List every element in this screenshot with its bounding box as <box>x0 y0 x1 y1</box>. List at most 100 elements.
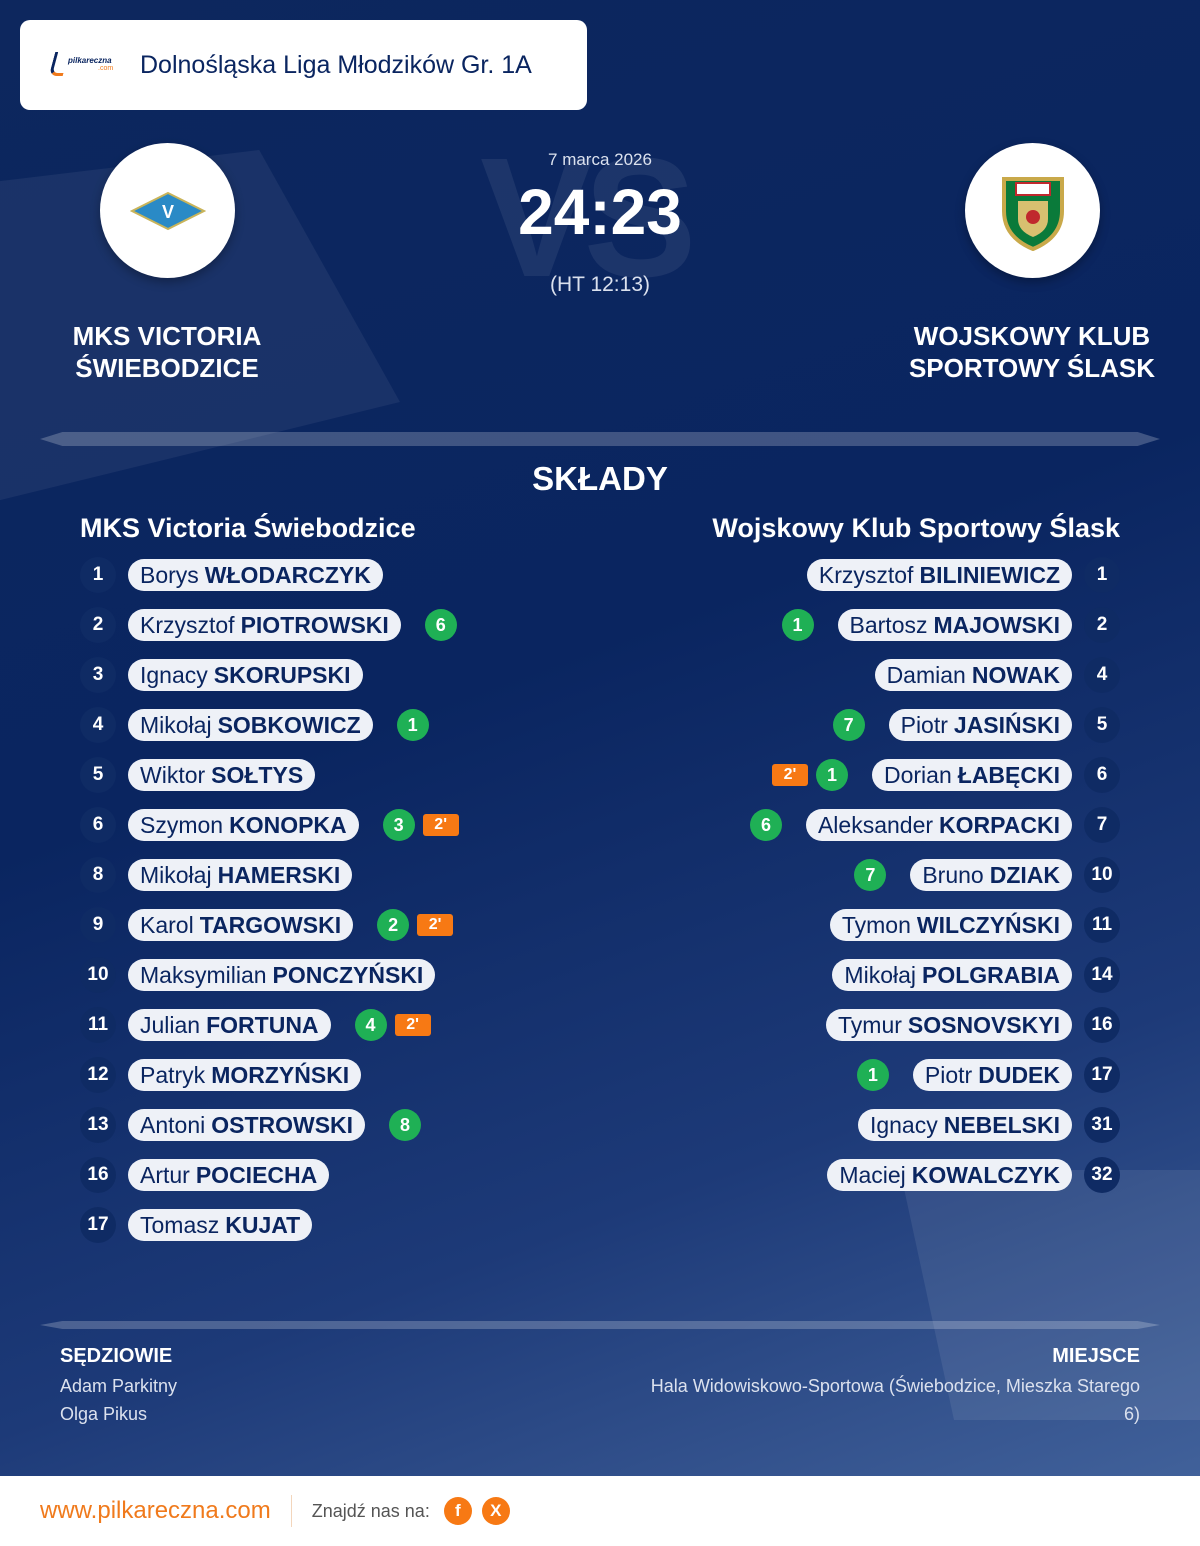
player-last-name: ŁABĘCKI <box>957 761 1060 788</box>
shirt-number: 4 <box>1084 657 1120 693</box>
shirt-number: 4 <box>80 707 116 743</box>
player-row: 11 Julian FORTUNA 4 2' <box>80 1007 443 1043</box>
league-header: pilkareczna .com Dolnośląska Liga Młodzik… <box>20 20 587 110</box>
player-first-name: Dorian <box>884 761 952 788</box>
player-stats: 1 <box>781 609 814 641</box>
player-first-name: Mikołaj <box>140 861 212 888</box>
player-row: 12 Patryk MORZYŃSKI <box>80 1057 362 1093</box>
player-last-name: DZIAK <box>989 861 1060 888</box>
shirt-number: 12 <box>80 1057 116 1093</box>
home-team-name: MKS VICTORIA ŚWIEBODZICE <box>72 321 262 383</box>
halftime-score: (HT 12:13) <box>550 273 650 296</box>
player-first-name: Piotr <box>924 1061 973 1088</box>
player-name[interactable]: Mikołaj POLGRABIA <box>832 959 1072 991</box>
player-name[interactable]: Bartosz MAJOWSKI <box>837 609 1072 641</box>
shirt-number: 14 <box>1084 957 1120 993</box>
player-name[interactable]: Patryk MORZYŃSKI <box>128 1059 362 1091</box>
player-row: 4 Mikołaj SOBKOWICZ 1 <box>80 707 441 743</box>
vs-watermark: VS <box>480 123 697 313</box>
player-first-name: Krzysztof <box>818 561 914 588</box>
player-row: 32 Maciej KOWALCZYK <box>827 1157 1120 1193</box>
player-first-name: Borys <box>140 561 199 588</box>
svg-text:V: V <box>161 202 173 222</box>
player-name[interactable]: Ignacy SKORUPSKI <box>128 659 363 691</box>
player-name[interactable]: Wiktor SOŁTYS <box>128 759 316 791</box>
shirt-number: 31 <box>1084 1107 1120 1143</box>
penalty-badge: 2' <box>394 1014 431 1036</box>
player-name[interactable]: Krzysztof BILINIEWICZ <box>806 559 1072 591</box>
goals-badge: 1 <box>856 1059 889 1091</box>
shirt-number: 7 <box>1084 807 1120 843</box>
player-name[interactable]: Mikołaj SOBKOWICZ <box>128 709 373 741</box>
player-row: 8 Mikołaj HAMERSKI <box>80 857 353 893</box>
player-name[interactable]: Maksymilian PONCZYŃSKI <box>128 959 436 991</box>
goals-badge: 6 <box>749 809 782 841</box>
shirt-number: 6 <box>1084 757 1120 793</box>
player-name[interactable]: Julian FORTUNA <box>128 1009 331 1041</box>
player-name[interactable]: Damian NOWAK <box>874 659 1072 691</box>
player-last-name: JASIŃSKI <box>953 711 1060 738</box>
shirt-number: 17 <box>1084 1057 1120 1093</box>
player-name[interactable]: Antoni OSTROWSKI <box>128 1109 366 1141</box>
shirt-number: 10 <box>1084 857 1120 893</box>
player-row: 7 Aleksander KORPACKI 6 <box>738 807 1120 843</box>
player-name[interactable]: Piotr DUDEK <box>912 1059 1072 1091</box>
home-team-crest: V <box>100 143 235 278</box>
player-first-name: Szymon <box>140 811 224 838</box>
shirt-number: 1 <box>1084 557 1120 593</box>
find-us-label: Znajdź nas na: <box>311 1500 430 1521</box>
player-stats: 1 <box>396 709 429 741</box>
facebook-icon[interactable]: f <box>443 1497 472 1525</box>
player-name[interactable]: Tomasz KUJAT <box>128 1209 313 1241</box>
player-stats: 7 <box>854 859 887 891</box>
shirt-number: 1 <box>80 557 116 593</box>
player-row: 9 Karol TARGOWSKI 2 2' <box>80 907 465 943</box>
player-name[interactable]: Tymon WILCZYŃSKI <box>829 909 1072 941</box>
player-row: 13 Antoni OSTROWSKI 8 <box>80 1107 433 1143</box>
player-name[interactable]: Aleksander KORPACKI <box>805 809 1072 841</box>
player-row: 16 Artur POCIECHA <box>80 1157 330 1193</box>
shirt-number: 17 <box>80 1207 116 1243</box>
league-title: Dolnośląska Liga Młodzików Gr. 1A <box>140 50 532 79</box>
player-last-name: KUJAT <box>225 1211 301 1238</box>
shirt-number: 3 <box>80 657 116 693</box>
shirt-number: 2 <box>1084 607 1120 643</box>
player-name[interactable]: Bruno DZIAK <box>910 859 1072 891</box>
player-row: 11 Tymon WILCZYŃSKI <box>829 907 1120 943</box>
home-lineup-title: MKS Victoria Świebodzice <box>80 513 416 543</box>
player-row: 10 Bruno DZIAK 7 <box>842 857 1120 893</box>
player-first-name: Ignacy <box>869 1111 938 1138</box>
goals-badge: 1 <box>396 709 429 741</box>
player-name[interactable]: Krzysztof PIOTROWSKI <box>128 609 401 641</box>
player-name[interactable]: Karol TARGOWSKI <box>128 909 354 941</box>
shirt-number: 8 <box>80 857 116 893</box>
match-date: 7 marca 2026 <box>548 150 652 169</box>
player-name[interactable]: Szymon KONOPKA <box>128 809 359 841</box>
player-name[interactable]: Tymur SOSNOVSKYI <box>826 1009 1072 1041</box>
player-first-name: Bruno <box>922 861 984 888</box>
player-name[interactable]: Artur POCIECHA <box>128 1159 330 1191</box>
player-last-name: SOBKOWICZ <box>217 711 361 738</box>
referees-list: Adam Parkitny Olga Pikus <box>60 1372 177 1428</box>
player-name[interactable]: Ignacy NEBELSKI <box>857 1109 1072 1141</box>
divider <box>40 432 1160 446</box>
player-name[interactable]: Maciej KOWALCZYK <box>827 1159 1072 1191</box>
player-row: 6 Szymon KONOPKA 3 2' <box>80 807 471 843</box>
shirt-number: 16 <box>80 1157 116 1193</box>
player-last-name: BILINIEWICZ <box>919 561 1060 588</box>
player-row: 10 Maksymilian PONCZYŃSKI <box>80 957 436 993</box>
shirt-number: 6 <box>80 807 116 843</box>
player-stats: 6 <box>424 609 457 641</box>
player-first-name: Artur <box>140 1161 190 1188</box>
goals-badge: 1 <box>781 609 814 641</box>
x-icon[interactable]: X <box>481 1497 510 1525</box>
website-link[interactable]: www.pilkareczna.com <box>40 1497 271 1524</box>
player-name[interactable]: Mikołaj HAMERSKI <box>128 859 353 891</box>
player-row: 5 Piotr JASIŃSKI 7 <box>821 707 1120 743</box>
player-name[interactable]: Borys WŁODARCZYK <box>128 559 383 591</box>
player-name[interactable]: Piotr JASIŃSKI <box>888 709 1072 741</box>
player-name[interactable]: Dorian ŁABĘCKI <box>872 759 1072 791</box>
player-last-name: POCIECHA <box>195 1161 318 1188</box>
pilkareczna-logo[interactable]: pilkareczna .com <box>48 50 120 80</box>
player-last-name: OSTROWSKI <box>211 1111 354 1138</box>
